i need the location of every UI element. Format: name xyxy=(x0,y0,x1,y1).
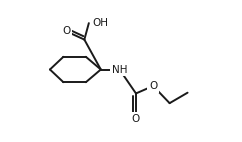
Text: O: O xyxy=(132,114,140,124)
Text: O: O xyxy=(149,81,157,91)
Text: OH: OH xyxy=(93,18,109,28)
Text: NH: NH xyxy=(112,64,127,75)
Text: O: O xyxy=(62,26,70,36)
